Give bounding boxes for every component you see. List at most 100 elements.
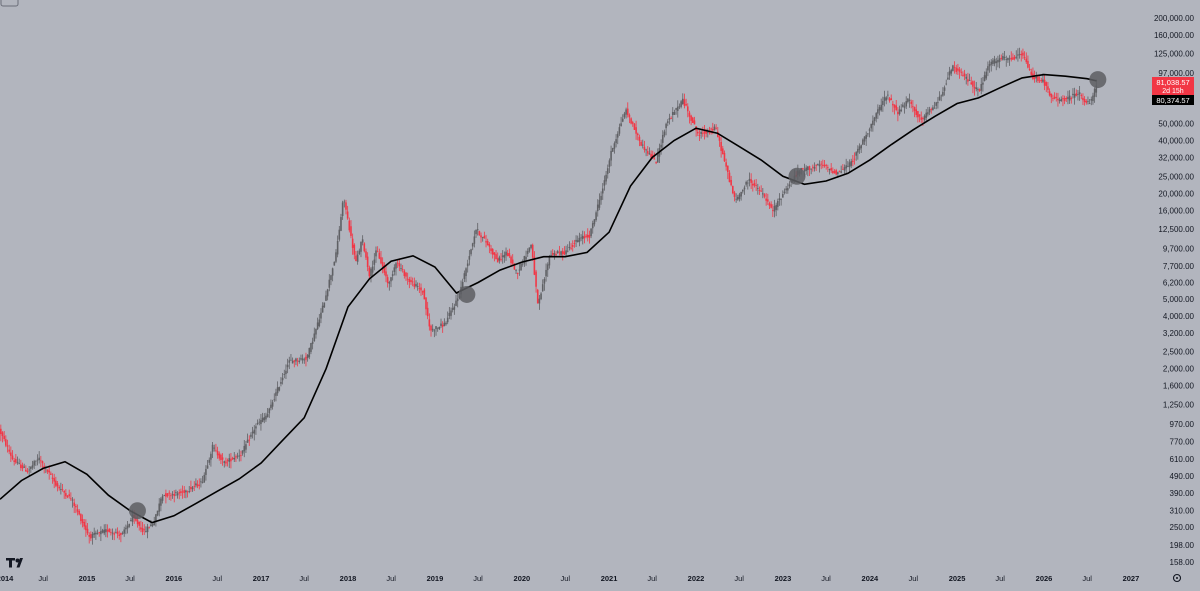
candle-body (503, 254, 506, 258)
candle-body (243, 445, 246, 452)
candle (842, 164, 844, 170)
candle-body (952, 65, 954, 72)
candle (700, 130, 702, 139)
candle (425, 297, 427, 316)
candle (80, 513, 82, 525)
candle-body (1023, 57, 1026, 58)
candle (303, 357, 306, 364)
candle (453, 303, 456, 315)
candle-body (296, 360, 299, 362)
candle (480, 232, 482, 243)
candle-body (965, 76, 968, 79)
candle-body (211, 444, 214, 452)
candle-body (205, 468, 207, 475)
candle (830, 163, 832, 173)
candle (855, 151, 857, 161)
x-tick-label: Jul (386, 574, 396, 583)
candle (950, 68, 953, 77)
candle (1038, 76, 1041, 83)
candle (176, 491, 179, 499)
candle-body (428, 319, 431, 327)
candle (430, 324, 432, 337)
candle (1077, 90, 1079, 101)
candle (371, 260, 374, 278)
settings-gear-icon[interactable] (1172, 573, 1182, 583)
candle-body (510, 256, 512, 263)
candle-body (1013, 56, 1016, 59)
candle (610, 145, 612, 167)
candle-body (380, 257, 382, 264)
candle-body (690, 115, 692, 121)
candle-body (698, 134, 701, 136)
candle-body (671, 112, 674, 115)
candle (211, 441, 214, 458)
candle (600, 191, 602, 205)
candle (416, 282, 419, 291)
candle (205, 465, 207, 481)
candle (358, 248, 361, 256)
candle (948, 66, 951, 80)
candle-body (932, 107, 934, 111)
candle-body (1050, 93, 1053, 98)
candle-body (867, 133, 869, 135)
candle-body (638, 136, 641, 141)
candle (508, 248, 511, 258)
candle (313, 327, 316, 342)
candle-body (765, 198, 767, 201)
candle-body (1058, 99, 1061, 102)
corner-icon[interactable] (0, 0, 19, 7)
candle-body (882, 100, 884, 105)
candle (578, 232, 581, 247)
candle-body (288, 360, 291, 363)
candle-body (488, 244, 491, 247)
candle-body (191, 487, 194, 490)
candle-body (286, 364, 289, 368)
candle (103, 524, 106, 536)
candle-body (1018, 54, 1021, 56)
candle (395, 261, 397, 276)
candle-body (220, 454, 222, 461)
candle-body (1030, 71, 1033, 75)
candle (750, 173, 752, 189)
x-tick-label: 2016 (166, 574, 183, 583)
candle-body (825, 165, 827, 166)
candle (455, 294, 457, 307)
candle-body (842, 168, 844, 170)
candle-body (500, 259, 502, 260)
candle (228, 453, 231, 468)
candle (918, 114, 921, 123)
candle (240, 450, 242, 462)
candle (355, 250, 357, 262)
candle (75, 503, 77, 514)
candle (998, 54, 1001, 69)
candle-body (860, 145, 862, 149)
candle-body (1080, 95, 1083, 96)
candle-body (531, 244, 534, 258)
candle (621, 114, 624, 123)
candle (120, 532, 122, 543)
candle-body (805, 167, 807, 171)
candle-body (878, 107, 881, 111)
candle (280, 377, 282, 387)
candle-body (958, 69, 961, 72)
x-tick-label: 2020 (514, 574, 531, 583)
candle-body (341, 202, 344, 216)
candle (698, 130, 701, 141)
candle (296, 357, 299, 367)
candle (993, 55, 996, 67)
candle (256, 419, 259, 426)
candle-body (646, 151, 649, 154)
candle-body (470, 249, 472, 255)
candle (656, 148, 659, 163)
candle-body (518, 269, 521, 271)
candle-body (788, 184, 791, 187)
candle-body (703, 131, 706, 134)
candle (283, 369, 286, 379)
candle (146, 523, 149, 539)
candle-body (150, 524, 152, 527)
candle (952, 64, 954, 72)
candle-body (615, 139, 617, 144)
candle-body (328, 279, 331, 288)
